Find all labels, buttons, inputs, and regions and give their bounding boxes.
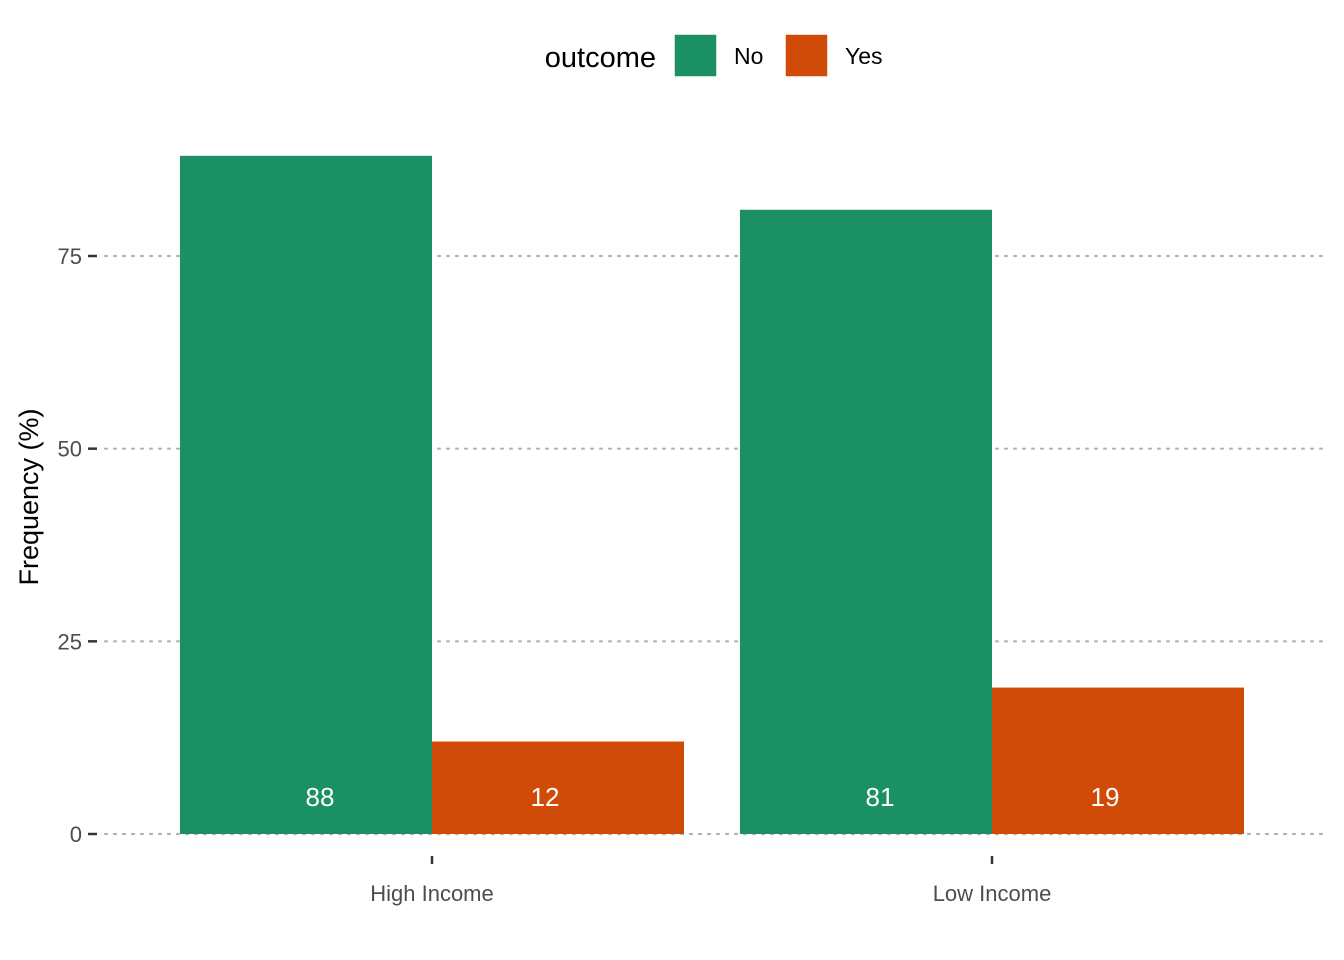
bar-value-label: 81 (866, 782, 895, 812)
x-tick-label: Low Income (933, 881, 1052, 906)
bars: 88 12 81 19 (180, 155, 1244, 834)
y-axis-title: Frequency (%) (14, 408, 44, 585)
bar-value-label: 88 (306, 782, 335, 812)
y-axis: 0 25 50 75 (58, 244, 97, 847)
y-tick-label: 25 (58, 629, 82, 654)
y-tick-label: 75 (58, 244, 82, 269)
legend-key-no (673, 33, 718, 78)
x-axis: High Income Low Income (370, 856, 1051, 906)
bar-high-income-yes (432, 741, 684, 834)
y-tick-label: 50 (58, 437, 82, 462)
legend-title: outcome (545, 42, 656, 74)
bar-low-income-yes (992, 687, 1244, 834)
bar-value-label: 12 (531, 782, 560, 812)
legend-label-no: No (734, 43, 763, 69)
legend: outcome No Yes (545, 33, 883, 78)
bar-value-label: 19 (1091, 782, 1120, 812)
legend-key-yes (784, 33, 829, 78)
bar-low-income-no (740, 209, 992, 834)
bar-high-income-no (180, 155, 432, 834)
x-tick-label: High Income (370, 881, 494, 906)
legend-label-yes: Yes (845, 43, 883, 69)
y-tick-label: 0 (70, 822, 82, 847)
